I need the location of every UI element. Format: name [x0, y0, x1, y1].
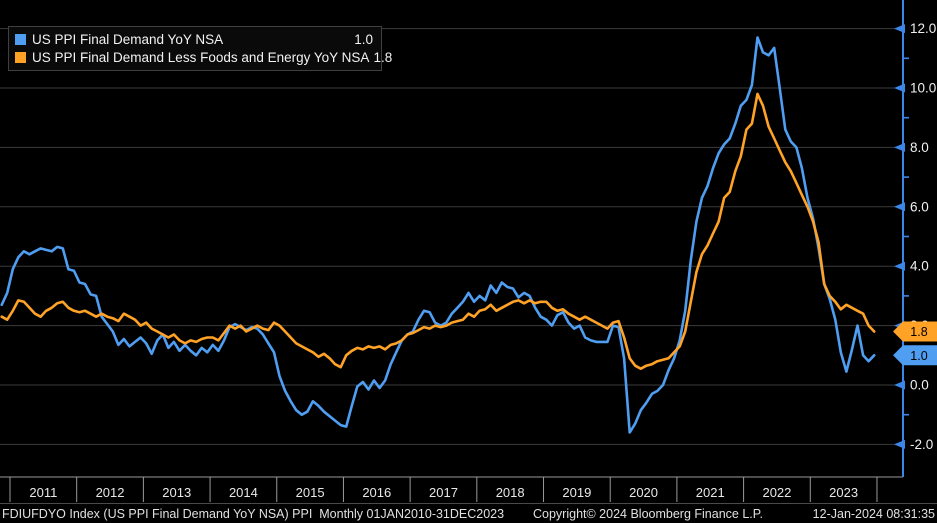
year-label: 2021 [696, 485, 725, 500]
year-label: 2020 [629, 485, 658, 500]
legend-row-ppi-core[interactable]: US PPI Final Demand Less Foods and Energ… [15, 48, 392, 66]
y-major-tick-arrow [894, 202, 905, 212]
series-last-value: 1.8 [373, 49, 393, 65]
y-tick-label: 4.0 [910, 259, 929, 274]
chart-legend: US PPI Final Demand YoY NSA 1.0 US PPI F… [8, 26, 392, 71]
year-label: 2012 [96, 485, 125, 500]
y-major-tick-arrow [894, 261, 905, 271]
y-major-tick-arrow [894, 24, 905, 34]
year-label: 2022 [762, 485, 791, 500]
y-tick-label: 10.0 [910, 81, 936, 96]
y-major-tick-arrow [894, 439, 905, 449]
y-major-tick-arrow [894, 380, 905, 390]
series-swatch-orange [15, 51, 26, 63]
y-tick-label: -2.0 [910, 437, 933, 452]
year-label: 2018 [496, 485, 525, 500]
legend-row-ppi-final-demand[interactable]: US PPI Final Demand YoY NSA 1.0 [15, 30, 373, 48]
ppi-core-line [0, 92, 876, 371]
series-lines [0, 36, 876, 434]
status-bar: FDIUFDYO Index (US PPI Final Demand YoY … [0, 505, 937, 523]
price-tag-blue: 1.0 [893, 345, 937, 366]
ppi-final-demand-line [0, 36, 876, 434]
y-tick-label: 8.0 [910, 140, 929, 155]
y-axis: -2.00.02.04.06.08.010.012.0 [894, 0, 936, 477]
y-major-tick-arrow [894, 83, 905, 93]
year-label: 2019 [562, 485, 591, 500]
series-swatch-blue [15, 33, 26, 45]
year-label: 2011 [29, 485, 57, 500]
x-axis: 2011 2012 2013 2014 2015 2016 2017 2018 2019 2020… [0, 476, 937, 504]
gridlines [0, 28, 896, 445]
y-tick-label: 6.0 [910, 199, 929, 214]
svg-text:1.0: 1.0 [910, 349, 927, 363]
ticker-description: FDIUFDYO Index (US PPI Final Demand YoY … [2, 507, 505, 521]
year-label: 2013 [162, 485, 191, 500]
series-label: US PPI Final Demand YoY NSA [32, 31, 224, 47]
timestamp: 12-Jan-2024 08:31:35 [812, 507, 935, 521]
price-tag-orange: 1.8 [893, 321, 937, 342]
y-tick-label: 0.0 [910, 378, 929, 393]
svg-text:1.8: 1.8 [910, 325, 927, 339]
year-label: 2015 [296, 485, 325, 500]
year-label: 2016 [362, 485, 391, 500]
series-label: US PPI Final Demand Less Foods and Energ… [32, 49, 370, 65]
y-major-tick-arrow [894, 142, 905, 152]
year-label: 2014 [229, 485, 258, 500]
year-label: 2023 [829, 485, 858, 500]
year-label: 2017 [429, 485, 458, 500]
y-tick-label: 12.0 [910, 21, 936, 36]
copyright-text: Copyright© 2024 Bloomberg Finance L.P. [533, 507, 763, 521]
series-last-value: 1.0 [354, 31, 373, 47]
price-tags: 1.0 1.8 [893, 321, 937, 366]
